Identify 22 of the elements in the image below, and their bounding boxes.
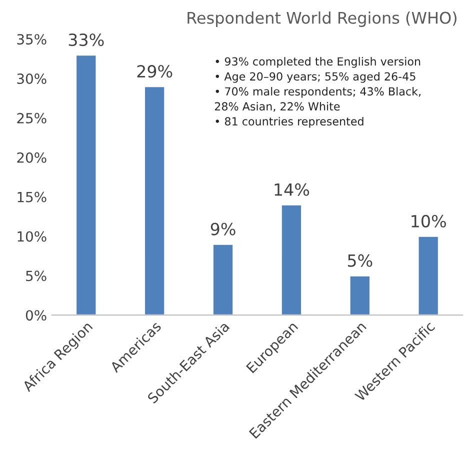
y-tick-label: 25% <box>17 112 46 124</box>
y-tick-label: 15% <box>18 192 46 202</box>
y-tick-label: 5% <box>26 270 46 282</box>
bar <box>348 274 371 316</box>
y-tick-label: 35% <box>17 34 46 45</box>
bar <box>75 54 98 316</box>
annotation: • 93% completed the English version • Age 20–90 years; 55% aged 26-45 • 70% male respondents; 43% Black, 28% Asian, 22% White • 81 countries represented <box>214 57 420 128</box>
data-label: 14% <box>274 183 310 196</box>
y-tick-label: 20% <box>17 152 46 163</box>
bar <box>144 86 166 316</box>
data-label: 33% <box>68 33 104 46</box>
y-tick-label: 30% <box>17 73 46 84</box>
data-label: 10% <box>412 214 446 228</box>
data-label: 29% <box>137 65 172 78</box>
y-tick-label: 10% <box>18 231 46 242</box>
bar <box>417 236 440 316</box>
data-label: 5% <box>348 254 372 267</box>
bar <box>280 204 302 316</box>
y-tick-label: 0% <box>26 310 46 321</box>
data-label: 9% <box>210 222 236 236</box>
bar <box>212 243 234 316</box>
chart-title: Respondent World Regions (WHO) <box>188 12 456 27</box>
